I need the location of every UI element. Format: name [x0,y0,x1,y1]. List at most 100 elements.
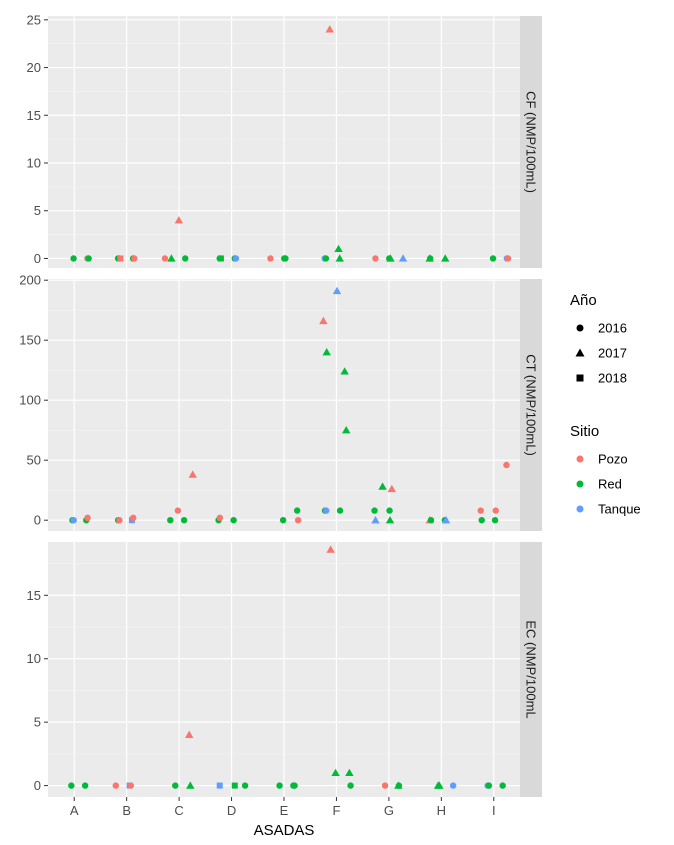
y-tick-label: 100 [19,393,41,408]
data-point-E-red-2016 [282,255,289,262]
facet-strip-label: CT (NMP/100mL) [524,354,539,456]
x-tick-label: E [280,803,289,818]
data-point-C-red-2017 [167,254,176,262]
legend-key-circle [576,324,584,332]
legend-key-tanque [576,505,584,513]
data-point-D-red-2016 [241,782,249,789]
legend-title-sitio: Sitio [570,423,599,440]
data-point-I-pozo-2016 [492,507,499,514]
data-point-F-red-2017 [335,254,344,262]
data-point-C-red-2016 [182,255,189,262]
y-tick-label: 0 [34,251,41,266]
facet-strip-label: CF (NMP/100mL) [524,91,539,193]
data-point-I-red-2016 [499,782,506,789]
panel-3: 0 5 10 15 EC (NMP/100mL [27,542,542,797]
data-point-F-red-2017 [334,244,343,253]
data-point-B-pozo-2016 [116,517,123,524]
legend-label-sitio: Red [598,477,622,492]
data-point-G-red-2017 [378,482,387,490]
legend-key-triangle [575,348,585,357]
data-point-B-pozo-2016 [112,782,119,789]
data-point-C-pozo-2017 [185,730,194,738]
legend-label-year: 2016 [598,321,627,336]
data-point-F-red-2017 [340,367,349,375]
data-point-F-red-2017 [342,426,351,434]
data-point-G-red-2016 [386,507,393,514]
legend-label-sitio: Tanque [598,502,641,517]
data-point-F-red-2017 [331,768,340,777]
data-point-H-tanque-2017 [441,516,451,524]
data-point-F-red-2016 [347,782,354,789]
legend-label-sitio: Pozo [598,452,628,467]
data-point-G-red-2017 [386,254,395,262]
data-point-D-red-2018 [217,255,224,262]
y-tick-label: 150 [19,333,41,348]
panel-2: 0 50 100 150 200 CT (NMP/100mL) [19,273,542,531]
y-tick-label: 15 [27,588,41,603]
data-point-A-red-2016 [68,782,75,789]
data-point-D-tanque-2016 [232,255,240,262]
data-point-I-red-2016 [485,782,493,789]
data-point-I-red-2016 [489,255,497,262]
data-point-C-pozo-2017 [174,216,184,224]
y-tick-label: 0 [34,513,41,528]
facet-strip [520,542,542,797]
data-point-H-red-2017 [425,254,434,262]
data-point-A-tanque-2016 [70,517,77,524]
data-point-E-red-2016 [293,507,301,514]
y-tick-label: 5 [34,715,41,730]
data-point-C-pozo-2017 [188,470,197,478]
data-point-D-red-2018 [231,782,238,789]
data-point-G-tanque-2017 [371,516,380,524]
y-tick-label: 10 [27,156,41,171]
legend-label-year: 2018 [598,371,627,386]
data-point-E-red-2016 [291,782,298,789]
x-tick-label: H [437,803,446,818]
y-tick-label: 5 [34,203,41,218]
data-point-E-pozo-2016 [294,517,302,524]
data-point-D-pozo-2016 [216,514,224,521]
data-point-F-red-2016 [322,255,330,262]
data-point-E-red-2016 [276,782,283,789]
data-point-G-red-2017 [394,781,403,789]
data-point-H-tanque-2016 [449,782,457,789]
data-point-I-pozo-2016 [504,255,512,262]
data-point-H-red-2017 [441,254,450,262]
y-tick-label: 20 [27,60,41,75]
data-point-E-pozo-2016 [267,255,274,262]
data-point-G-red-2017 [385,516,395,524]
data-point-F-red-2017 [345,768,354,777]
data-point-A-red-2016 [85,255,92,262]
facet-strip [520,279,542,531]
y-tick-label: 15 [27,108,41,123]
data-point-C-pozo-2016 [161,255,169,262]
x-tick-label: C [174,803,183,818]
x-axis-title: ASADAS [254,822,315,839]
data-point-F-red-2016 [336,507,344,514]
legend-key-pozo [576,455,584,463]
data-point-F-tanque-2016 [323,507,330,514]
data-point-C-red-2016 [180,517,188,524]
data-point-A-red-2016 [81,782,89,789]
facet-strip-label: EC (NMP/100mL [524,620,539,718]
data-point-C-red-2016 [167,517,174,524]
y-tick-label: 0 [34,778,41,793]
data-point-C-pozo-2016 [174,507,182,514]
data-point-B-pozo-2016 [127,782,135,789]
data-point-G-tanque-2017 [398,254,408,262]
x-tick-label: I [492,803,496,818]
data-point-A-pozo-2016 [84,514,91,521]
x-tick-label: G [384,803,394,818]
data-point-A-red-2016 [70,255,77,262]
data-point-H-red-2016 [427,517,435,524]
x-tick-label: D [227,803,236,818]
data-point-I-red-2016 [491,517,499,524]
data-point-H-red-2017 [435,781,444,789]
y-tick-label: 200 [19,273,41,288]
data-point-I-pozo-2016 [503,461,510,469]
data-point-B-pozo-2016 [130,514,137,521]
legend-key-red [576,480,584,488]
y-tick-label: 25 [27,12,41,27]
